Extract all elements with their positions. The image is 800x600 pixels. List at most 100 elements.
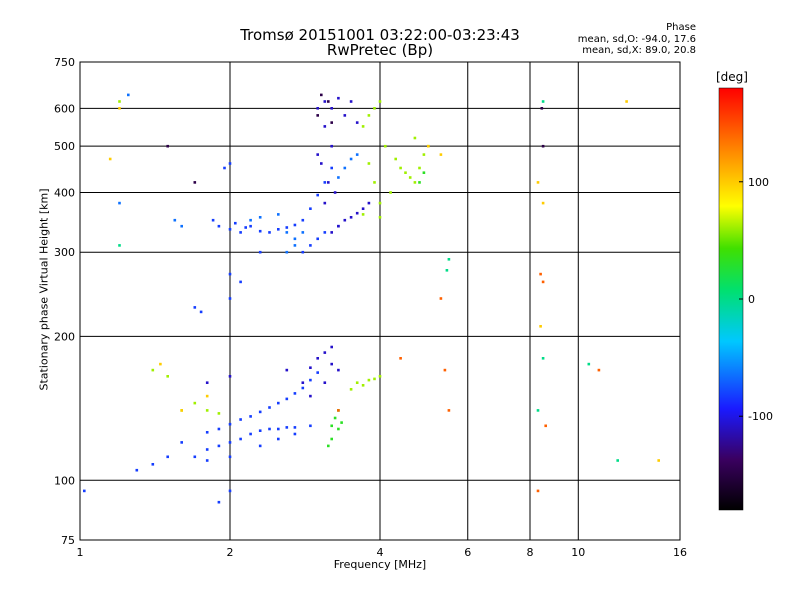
data-point: [373, 107, 376, 110]
x-tick-labels: 1 2 4 6 8 10 16: [77, 546, 688, 559]
data-point: [199, 310, 203, 314]
data-point: [118, 244, 121, 247]
data-point: [159, 362, 162, 366]
x-tick-label: 16: [673, 546, 687, 559]
data-point: [217, 444, 221, 448]
y-tick-label: 750: [54, 56, 75, 69]
data-point: [108, 157, 112, 161]
data-point: [135, 468, 139, 472]
data-point: [337, 409, 340, 412]
data-point: [217, 224, 221, 228]
data-point: [349, 216, 353, 219]
data-point: [349, 157, 353, 161]
data-point: [228, 272, 232, 276]
data-point: [316, 153, 319, 156]
data-point: [268, 406, 271, 409]
data-point: [378, 201, 382, 205]
data-point: [422, 153, 426, 156]
data-point: [244, 226, 247, 229]
data-point: [234, 221, 237, 225]
x-tick-label: 10: [571, 546, 585, 559]
data-point: [293, 426, 297, 429]
x-axis-label: Frequency [MHz]: [333, 558, 427, 571]
phase-stats-o: mean, sd,O: -94.0, 17.6: [577, 34, 696, 45]
data-point: [258, 216, 262, 219]
data-point: [309, 244, 312, 247]
data-point: [205, 409, 209, 412]
data-point: [301, 381, 305, 384]
data-point: [166, 455, 169, 459]
data-point: [228, 489, 232, 493]
data-point: [399, 357, 402, 360]
data-point: [277, 401, 280, 405]
data-point: [316, 114, 319, 117]
data-point: [205, 459, 209, 462]
data-point: [408, 176, 412, 179]
data-point: [657, 459, 660, 462]
data-point: [277, 213, 280, 216]
data-point: [268, 231, 271, 234]
data-point: [323, 100, 327, 103]
data-point: [367, 201, 371, 205]
y-tick-label: 300: [54, 246, 75, 259]
data-point: [404, 171, 407, 174]
data-point: [239, 437, 242, 441]
data-point: [343, 114, 347, 117]
data-point: [258, 429, 262, 432]
data-point: [223, 166, 226, 170]
data-point: [330, 437, 333, 441]
data-point: [384, 144, 387, 148]
data-point: [316, 107, 319, 110]
data-point: [337, 368, 340, 372]
data-point: [277, 228, 280, 231]
data-point: [193, 455, 197, 459]
data-point: [330, 166, 333, 170]
data-point: [333, 416, 337, 420]
data-point: [193, 306, 197, 309]
data-point: [541, 357, 545, 360]
data-point: [285, 226, 289, 229]
data-point: [427, 144, 430, 148]
data-point: [309, 424, 312, 428]
data-point: [268, 427, 271, 431]
data-point: [323, 181, 327, 184]
data-point: [258, 444, 262, 448]
data-point: [340, 421, 343, 424]
data-point: [166, 375, 169, 378]
data-point: [323, 201, 327, 205]
data-points: [83, 93, 660, 504]
data-point: [277, 437, 280, 441]
data-point: [293, 432, 297, 436]
data-point: [539, 325, 542, 328]
data-point: [327, 444, 330, 448]
data-point: [83, 489, 86, 493]
x-tick-label: 4: [377, 546, 384, 559]
y-tick-label: 100: [54, 474, 75, 487]
data-point: [301, 231, 305, 234]
data-point: [118, 107, 121, 110]
data-point: [249, 224, 252, 228]
data-point: [378, 100, 382, 103]
data-point: [330, 231, 333, 234]
data-point: [301, 218, 305, 222]
data-point: [228, 228, 232, 231]
data-point: [330, 144, 333, 148]
data-point: [316, 357, 319, 360]
data-point: [367, 114, 371, 117]
data-point: [327, 100, 330, 103]
data-point: [616, 459, 619, 462]
data-point: [217, 412, 221, 415]
data-point: [211, 218, 215, 222]
data-point: [361, 384, 365, 387]
chart-subtitle: RwPretec (Bp): [326, 41, 434, 59]
x-tick-label: 8: [527, 546, 534, 559]
data-point: [228, 162, 232, 165]
data-point: [443, 368, 447, 372]
data-point: [180, 441, 183, 444]
data-point: [285, 231, 289, 234]
data-point: [367, 378, 371, 382]
phase-title: Phase: [666, 22, 696, 33]
y-tick-label: 400: [54, 186, 75, 199]
x-tick-label: 6: [464, 546, 471, 559]
data-point: [422, 171, 426, 174]
